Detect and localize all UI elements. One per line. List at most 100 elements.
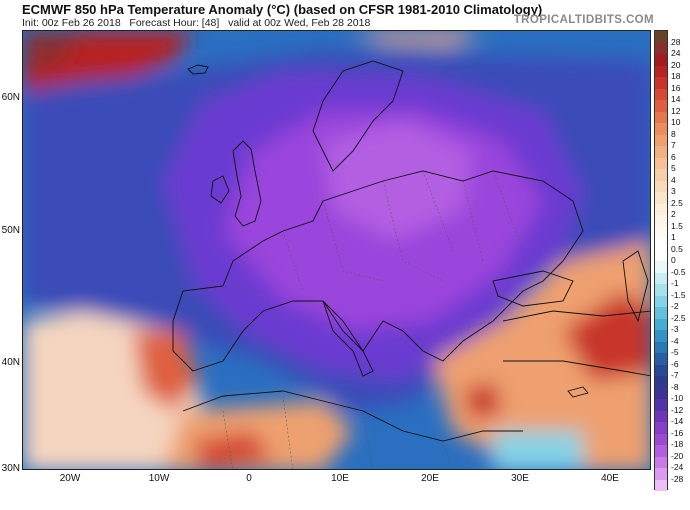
- forecast-hour: Forecast Hour: [48]: [129, 17, 220, 29]
- colorbar-swatch: [655, 261, 667, 273]
- colorbar-tick-label: 0: [671, 255, 676, 265]
- colorbar-swatch: [655, 192, 667, 204]
- colorbar-swatch: [655, 123, 667, 135]
- colorbar-tick-label: -1.5: [671, 289, 686, 300]
- colorbar-swatch: [655, 387, 667, 399]
- lon-label-10e: 10E: [331, 473, 349, 484]
- hot-anomaly-crete: [463, 381, 503, 421]
- colorbar-tick-label: -8: [671, 381, 679, 392]
- colorbar-tick-label: 16: [671, 82, 681, 93]
- colorbar-swatch: [655, 88, 667, 100]
- colorbar-swatch: [655, 215, 667, 227]
- colorbar-tick-label: -18: [671, 439, 684, 449]
- colorbar-tick-label: 1: [671, 232, 676, 242]
- colorbar-swatch: [655, 468, 667, 480]
- colorbar-tick-label: 8: [671, 128, 676, 139]
- colorbar-tick-label: 20: [671, 59, 681, 70]
- colorbar-swatch: [655, 376, 667, 388]
- colorbar-tick-label: -10: [671, 393, 684, 403]
- colorbar-tick-label: -3: [671, 324, 679, 334]
- colorbar-swatch: [655, 134, 667, 146]
- lon-label-20e: 20E: [421, 473, 439, 484]
- hot-anomaly-sahara: [193, 431, 273, 469]
- colorbar-swatch: [655, 226, 667, 238]
- colorbar-tick-label: 28: [671, 36, 681, 47]
- cool-anomaly-levant: [493, 431, 583, 469]
- colorbar-tick-label: 0.5: [671, 243, 683, 254]
- cyprus-outline: [567, 386, 589, 398]
- lon-label-0: 0: [246, 473, 252, 484]
- colorbar-swatch: [655, 249, 667, 261]
- init-time: Init: 00z Feb 26 2018: [22, 17, 121, 29]
- lon-label-20w: 20W: [59, 473, 81, 484]
- anomaly-map[interactable]: [22, 30, 651, 470]
- country-borders: [222, 170, 524, 469]
- colorbar-swatch: [655, 295, 667, 307]
- colorbar-swatch: [655, 77, 667, 89]
- colorbar-swatch: [655, 203, 667, 215]
- colorbar-tick-label: -20: [671, 450, 684, 461]
- colorbar-swatch: [655, 456, 667, 468]
- lat-label-30n: 30N: [1, 463, 20, 474]
- colorbar-swatch: [655, 364, 667, 376]
- ireland-outline: [210, 175, 230, 204]
- valid-time: valid at 00z Wed, Feb 28 2018: [228, 17, 371, 29]
- colorbar-tick-label: 2: [671, 209, 676, 219]
- iceland-outline: [187, 64, 209, 75]
- colorbar-swatch: [655, 330, 667, 342]
- colorbar-tick-label: -1: [671, 278, 679, 288]
- colorbar-swatch: [655, 169, 667, 181]
- colorbar-tick-label: -12: [671, 404, 684, 415]
- colorbar-tick-label: -16: [671, 427, 684, 438]
- colorbar-swatch: [655, 238, 667, 250]
- colorbar-tick-label: -0.5: [671, 266, 686, 277]
- colorbar-tick-label: 7: [671, 140, 676, 150]
- colorbar-swatch: [655, 272, 667, 284]
- caspian-sea-outline: [622, 250, 649, 323]
- colorbar-swatch: [655, 31, 667, 43]
- lon-label-30e: 30E: [511, 473, 529, 484]
- warm-anomaly-iberia: [133, 331, 198, 411]
- lat-label-40n: 40N: [1, 357, 20, 368]
- colorbar-swatch: [655, 353, 667, 365]
- colorbar-tick-label: 4: [671, 174, 676, 185]
- colorbar-swatch: [655, 54, 667, 66]
- colorbar-tick-label: 2.5: [671, 197, 683, 208]
- mild-anomaly-north: [353, 31, 483, 46]
- brand-watermark: TROPICALTIDBITS.COM: [513, 14, 654, 26]
- great-britain-outline: [232, 140, 262, 227]
- colorbar-tick-label: -2: [671, 301, 679, 311]
- colorbar-swatch: [655, 111, 667, 123]
- black-sea-outline: [492, 270, 574, 307]
- colorbar-tick-label: 14: [671, 94, 681, 104]
- scandinavia-outline: [312, 60, 404, 172]
- border-lines-south: [222, 285, 494, 352]
- colorbar-swatch: [655, 180, 667, 192]
- colorbar-swatch: [655, 479, 667, 491]
- border-lines-africa: [222, 395, 453, 469]
- lat-label-50n: 50N: [1, 225, 20, 236]
- coastlines: [172, 60, 650, 442]
- colorbar-swatch: [655, 284, 667, 296]
- colorbar-tick-label: -28: [671, 473, 684, 484]
- hot-anomaly-northwest: [23, 31, 83, 71]
- colorbar-swatch: [655, 318, 667, 330]
- colorbar-tick-label: -24: [671, 462, 684, 472]
- colorbar-tick-label: -7: [671, 370, 679, 380]
- coldest-core: [323, 121, 473, 241]
- colorbar-tick-label: 1.5: [671, 220, 683, 231]
- colorbar-swatch: [655, 42, 667, 54]
- north-africa-coastline: [182, 390, 523, 442]
- colorbar-tick-label: 24: [671, 48, 681, 58]
- colorbar-tick-label: 12: [671, 105, 681, 116]
- colorbar-swatch: [655, 146, 667, 158]
- lon-label-40e: 40E: [601, 473, 619, 484]
- europe-coastline: [172, 170, 584, 372]
- colorbar-tick-label: -6: [671, 358, 679, 369]
- colorbar-swatch: [655, 157, 667, 169]
- colorbar-tick-label: 3: [671, 186, 676, 196]
- colorbar-tick-label: -2.5: [671, 312, 686, 323]
- lon-label-10w: 10W: [148, 473, 170, 484]
- colorbar-swatch: [655, 65, 667, 77]
- colorbar-tick-label: 6: [671, 151, 676, 162]
